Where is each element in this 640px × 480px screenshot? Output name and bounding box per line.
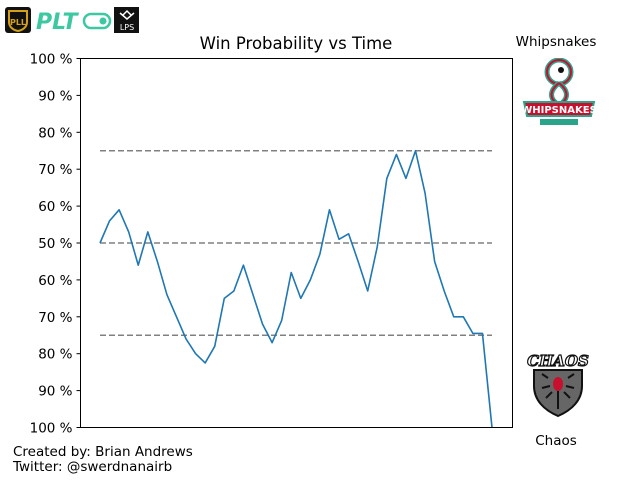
win-probability-line <box>99 149 493 428</box>
svg-text:WHIPSNAKES: WHIPSNAKES <box>522 105 596 116</box>
chaos-logo: CHAOS <box>526 346 590 422</box>
reference-lines <box>100 150 492 336</box>
y-tick-label: 100 % <box>30 52 73 68</box>
y-tick-label: 90 % <box>38 384 72 400</box>
whipsnakes-logo: WHIPSNAKES <box>521 57 597 134</box>
plot-frame <box>80 58 513 428</box>
bottom-team-label: Chaos <box>535 433 577 449</box>
y-tick-label: 50 % <box>38 236 72 252</box>
credit-twitter: Twitter: @swerdnanairb <box>13 459 173 475</box>
svg-text:PLT: PLT <box>36 10 80 35</box>
svg-text:PLL: PLL <box>10 18 26 27</box>
lps-badge-logo: LPS <box>114 7 140 33</box>
y-tick-label: 70 % <box>38 162 72 178</box>
y-tick-label: 80 % <box>38 125 72 141</box>
chart-title: Win Probability vs Time <box>200 34 393 53</box>
pll-badge-logo: PLL <box>5 7 31 33</box>
plt-wordmark-logo: PLT <box>36 10 112 35</box>
y-axis: 100 % 90 % 80 % 70 % 60 % 50 % 60 % 70 % 80 % 90 … <box>30 52 81 437</box>
y-tick-label: 100 % <box>30 421 73 437</box>
y-tick-label: 70 % <box>38 310 72 326</box>
svg-text:LPS: LPS <box>120 23 134 32</box>
credit-author: Created by: Brian Andrews <box>13 444 193 460</box>
y-tick-label: 90 % <box>38 88 72 104</box>
series-layer <box>99 149 493 428</box>
league-logos: PLL PLT LPS <box>4 5 140 39</box>
y-tick-label: 60 % <box>38 273 72 289</box>
top-team-label: Whipsnakes <box>515 34 597 50</box>
y-tick-label: 60 % <box>38 199 72 215</box>
svg-text:CHAOS: CHAOS <box>527 352 589 370</box>
y-tick-label: 80 % <box>38 347 72 363</box>
